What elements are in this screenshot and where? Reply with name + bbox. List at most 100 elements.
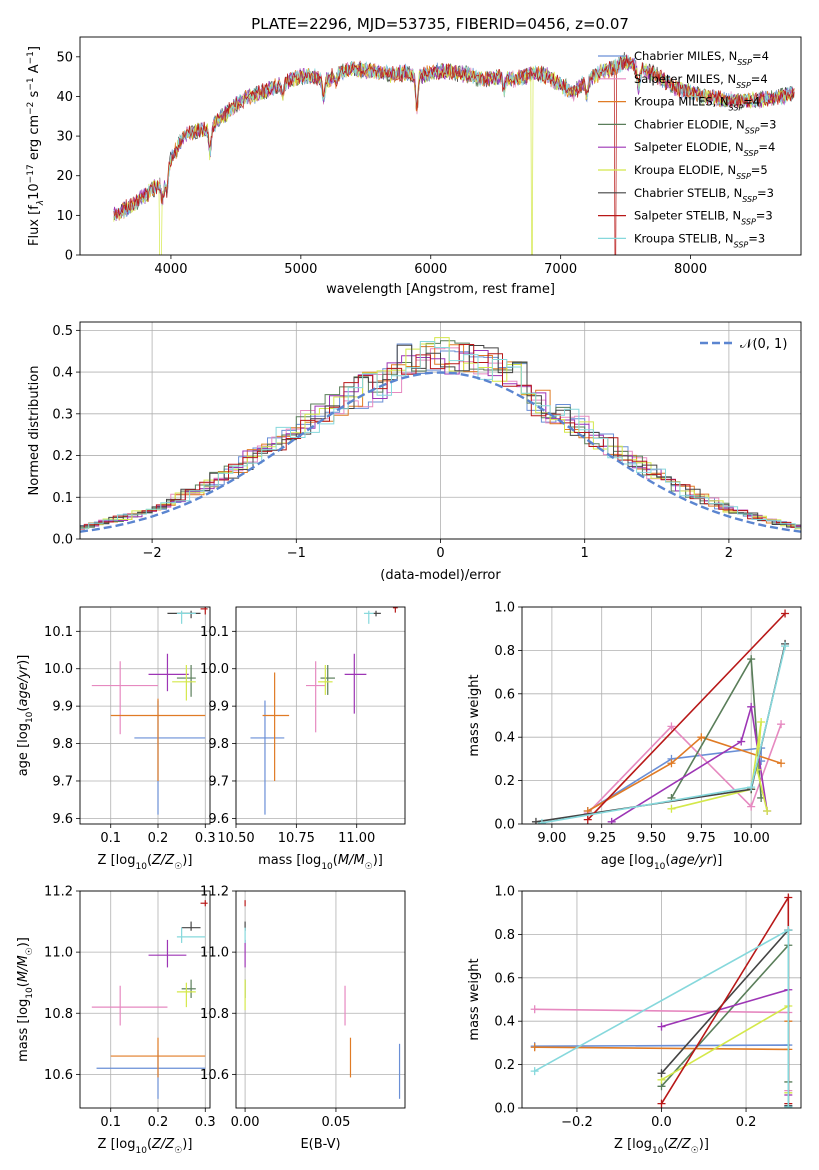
y-tick-label: 40 [56,90,73,105]
y-tick-label: 0.3 [52,407,73,422]
x-tick-label: 7000 [544,262,577,277]
label-part: age [log [601,853,654,868]
label-part: )] [373,853,383,868]
y-tick-label: 0.1 [52,491,73,506]
weight-point [537,818,546,824]
y-tick-label: 0 [65,249,73,264]
y-tick-label: 0.8 [494,644,515,659]
label-part: Z [log [98,853,136,868]
x-tick-label: 2 [725,546,733,561]
y-tick-label: 1.0 [494,885,515,900]
legend-nssp: =3 [748,231,765,245]
y-tick-label: 0.8 [494,928,515,943]
y-tick-label: 10.6 [200,1068,229,1083]
label-part: 10 [27,183,42,200]
label-part: )] [182,853,192,868]
weight-line [535,643,786,823]
label-part: ( [665,853,670,868]
y-tick-label: 9.7 [52,774,73,789]
x-tick-label: 5000 [284,262,317,277]
weight-point [747,783,756,792]
y-tick-label: 0.5 [52,324,73,339]
y-tick-label: 10 [56,209,73,224]
label-part: )] [699,1137,709,1152]
error-bars [91,900,208,1099]
y-tick-label: 0.6 [494,971,515,986]
weight-point [784,926,793,935]
label-part: Z/Z [151,1137,175,1152]
y-tick-label: 10.6 [44,1068,73,1083]
x-tick-label: 0 [436,546,444,561]
legend-nssp: =4 [751,72,768,86]
histogram-series [80,350,801,530]
y-axis-label: mass [log10(M/M☉)] [16,937,35,1062]
label-part: Flux [f [27,205,42,246]
weight-point [667,722,676,731]
y-tick-label: 9.6 [52,812,73,827]
weight-point [667,804,676,813]
weight-point [757,718,766,727]
spectrum-lines [113,52,795,255]
age-vs-mass-panel: 10.50 10.75 11.00 9.6 9.7 9.8 9.9 10.0 10.1 mass … [200,606,406,872]
weight-point [737,737,746,746]
weight-point [777,720,786,729]
y-tick-label: 50 [56,50,73,65]
label-part: )] [16,937,31,947]
legend-sub: SSP [742,194,757,203]
legend-sub: SSP [736,172,751,181]
weight-point [784,1102,793,1108]
x-tick-label: 11.00 [338,831,375,846]
label-part: mass [log [258,853,321,868]
x-tick-label: 1 [581,546,589,561]
weight-vs-age-panel: 9.00 9.25 9.50 9.75 10.00 0.0 0.2 0.4 0.6 0.8 1.0 a… [467,601,802,872]
legend-nssp: =4 [743,95,760,109]
legend-entry: Chabrier MILES, NSSP=4 [634,49,769,67]
weight-point [697,733,706,742]
label-part: 10 [135,862,147,872]
y-tick-label: 9.7 [208,774,229,789]
x-axis-label: E(B-V) [300,1137,340,1152]
y-tick-label: 0.2 [52,449,73,464]
legend-entry: 𝒩(0, 1) [740,337,787,352]
y-tick-label: 9.9 [52,700,73,715]
y-tick-label: 10.8 [44,1007,73,1022]
x-tick-label: 9.25 [587,831,616,846]
label-part: ( [147,853,152,868]
y-tick-label: 0.4 [494,1015,515,1030]
y-tick-label: 11.2 [44,885,73,900]
weight-point [531,817,540,824]
label-part: ☉ [174,862,182,872]
legend-sub: SSP [734,240,749,249]
x-tick-label: 0.0 [651,1115,672,1130]
label-part: M/M [16,955,31,982]
x-tick-label: 0.05 [321,1115,350,1130]
y-tick-label: 9.8 [208,737,229,752]
y-tick-label: 20 [56,169,73,184]
legend-entry: Salpeter STELIB, NSSP=3 [634,209,773,227]
label-part: mass [log [16,999,31,1062]
weight-point [530,1067,539,1076]
y-tick-label: 0.0 [494,1102,515,1117]
figure-title: PLATE=2296, MJD=53735, FIBERID=0456, z=0… [251,15,629,33]
weight-line [587,723,782,814]
y-tick-label: 0.0 [52,533,73,548]
label-part: E(B-V) [300,1137,340,1152]
histogram-series [80,344,801,530]
legend-series-name: Chabrier ELODIE, N [634,117,745,131]
legend-series-name: Salpeter STELIB, N [634,209,741,223]
x-axis-label: (data-model)/error [380,568,501,583]
y-tick-label: 10.8 [200,1007,229,1022]
label-part: ( [663,1137,668,1152]
label-part: λ [36,200,46,206]
label-part: −1 [26,51,36,64]
histogram-series [80,337,801,530]
spectrum-line [113,55,795,255]
mass-vs-Z-panel: 0.1 0.2 0.310.610.811.011.2Z [log10(Z/Z☉)]… [16,885,216,1157]
mass-vs-ebv-panel: 0.00 0.05 10.6 10.8 11.0 11.2 E(B-V) [200,885,406,1152]
x-tick-label: 0.1 [100,831,121,846]
y-tick-label: 30 [56,130,73,145]
y-tick-label: 0.2 [494,774,515,789]
legend-sub: SSP [737,58,752,67]
axes-frame [79,321,802,540]
label-part: 10 [321,862,333,872]
